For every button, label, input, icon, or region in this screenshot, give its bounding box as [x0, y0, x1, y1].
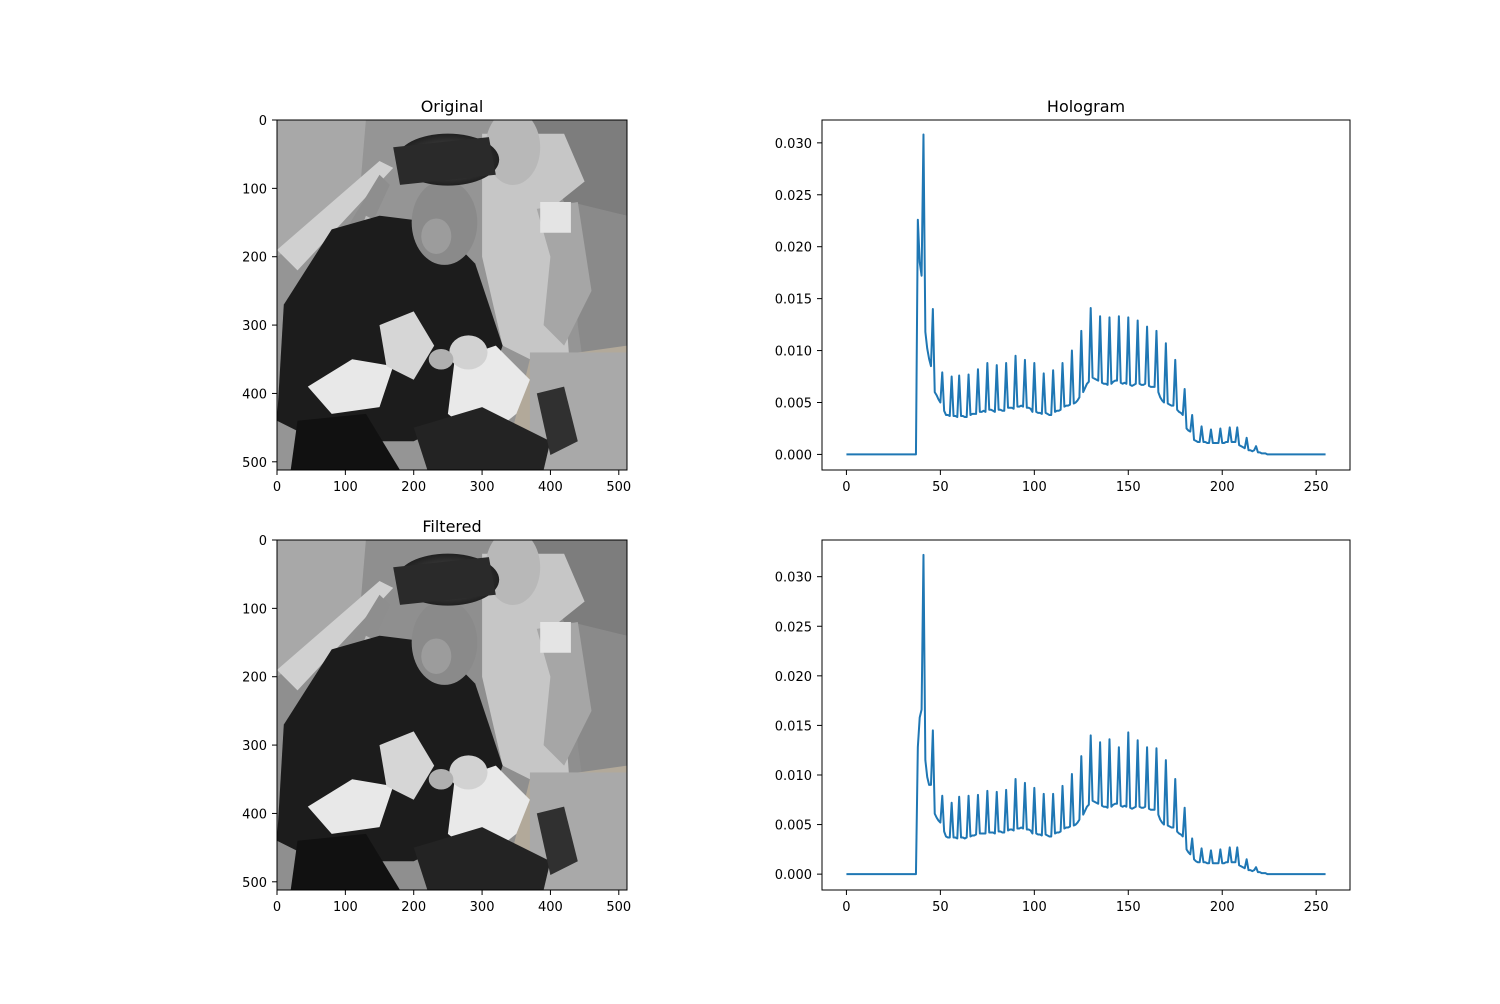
filtered-histogram-ytick-label: 0.015 [775, 719, 812, 734]
filtered-ytick-label: 500 [242, 876, 267, 891]
hologram-series-line [846, 133, 1326, 456]
legs [413, 407, 551, 470]
filtered-ytick-label: 400 [242, 807, 267, 822]
hologram-ytick-label: 0.000 [775, 448, 812, 463]
filtered-ytick-label: 200 [242, 671, 267, 686]
hologram-xtick-label: 0 [842, 480, 850, 495]
white-sleeve-left [307, 779, 394, 834]
hologram-ytick-label: 0.005 [775, 396, 812, 411]
sleeve [540, 622, 571, 653]
background-left [277, 540, 366, 677]
original-frame [276, 119, 628, 471]
hologram-xtick-label: 200 [1210, 480, 1235, 495]
filtered-axes: 0 100 200 300 400 500 0 100 200 300 400 500 [242, 534, 631, 915]
filtered-xtick-label: 100 [333, 900, 358, 915]
arm [536, 202, 592, 346]
filtered-histogram-ytick-label: 0.025 [775, 620, 812, 635]
hologram-xtick-label: 250 [1304, 480, 1329, 495]
face-highlight [421, 218, 452, 254]
original-ytick-label: 300 [242, 319, 267, 334]
hologram-xtick-label: 50 [932, 480, 949, 495]
original-xtick-label: 500 [606, 480, 631, 495]
boots-left [290, 413, 400, 470]
arm [536, 622, 592, 766]
filtered-histogram-series-line [846, 553, 1326, 876]
white-collar [379, 731, 435, 800]
panel-title-filtered: Filtered [422, 517, 481, 536]
boots-left [290, 833, 400, 890]
original-xtick-label: 0 [273, 480, 281, 495]
filtered-xtick-label: 0 [273, 900, 281, 915]
filtered-xtick-label: 300 [470, 900, 495, 915]
filtered-ytick-label: 300 [242, 739, 267, 754]
original-ytick-label: 0 [259, 114, 267, 129]
filtered-xtick-label: 200 [401, 900, 426, 915]
hologram-ytick-label: 0.020 [775, 241, 812, 256]
face-highlight [421, 638, 452, 674]
filtered-histogram-ytick-label: 0.010 [775, 769, 812, 784]
original-xtick-label: 300 [470, 480, 495, 495]
filtered-image-panel [277, 540, 627, 890]
filtered-histogram-ytick-label: 0.020 [775, 670, 812, 685]
filtered-histogram-xtick-label: 200 [1210, 900, 1235, 915]
hologram-ytick-label: 0.015 [775, 293, 812, 308]
sleeve [540, 202, 571, 233]
original-xtick-label: 100 [333, 480, 358, 495]
filtered-histogram-xtick-label: 250 [1304, 900, 1329, 915]
background-left [277, 120, 366, 257]
original-image-panel [277, 120, 627, 470]
original-ytick-label: 400 [242, 387, 267, 402]
panel-title-hologram: Hologram [1047, 97, 1125, 116]
panel-title-original: Original [421, 97, 484, 116]
original-xtick-label: 200 [401, 480, 426, 495]
filtered-histogram-xtick-label: 50 [932, 900, 949, 915]
hand [428, 769, 454, 790]
hologram-xtick-label: 100 [1022, 480, 1047, 495]
hand [428, 349, 454, 370]
white-sleeve-left [307, 359, 394, 414]
filtered-xtick-label: 500 [606, 900, 631, 915]
original-ytick-label: 500 [242, 456, 267, 471]
filtered-ytick-label: 0 [259, 534, 267, 549]
original-xtick-label: 400 [538, 480, 563, 495]
feather-plume [277, 161, 394, 271]
filtered-histogram-ytick-label: 0.000 [775, 868, 812, 883]
filtered-histogram-frame [821, 539, 1351, 891]
hologram-chart: 0 50 100 150 200 250 0.000 0.005 0.010 0.015 0.020… [775, 119, 1351, 495]
boot-right [536, 386, 578, 455]
hair [485, 120, 541, 185]
filtered-histogram-chart: 0 50 100 150 200 250 0.000 0.005 0.010 0.015 0.020… [775, 539, 1351, 915]
original-ytick-label: 200 [242, 251, 267, 266]
filtered-histogram-xtick-label: 100 [1022, 900, 1047, 915]
bread [449, 755, 488, 790]
hologram-ytick-label: 0.010 [775, 345, 812, 360]
hair [485, 540, 541, 605]
filtered-ytick-label: 100 [242, 602, 267, 617]
original-axes: 0 100 200 300 400 500 0 100 200 300 400 500 [242, 114, 631, 495]
hat-brim [393, 557, 496, 605]
boot-right [536, 806, 578, 875]
filtered-frame [276, 539, 628, 891]
filtered-histogram-xtick-label: 150 [1116, 900, 1141, 915]
hat-brim [393, 137, 496, 185]
hologram-xtick-label: 150 [1116, 480, 1141, 495]
feather-plume [277, 581, 394, 691]
original-ytick-label: 100 [242, 182, 267, 197]
hologram-ytick-label: 0.030 [775, 137, 812, 152]
white-collar [379, 311, 435, 380]
filtered-xtick-label: 400 [538, 900, 563, 915]
filtered-histogram-xtick-label: 0 [842, 900, 850, 915]
bread [449, 335, 488, 370]
filtered-histogram-ytick-label: 0.030 [775, 571, 812, 586]
legs [413, 827, 551, 890]
filtered-histogram-ytick-label: 0.005 [775, 819, 812, 834]
hologram-frame [821, 119, 1351, 471]
hologram-ytick-label: 0.025 [775, 189, 812, 204]
